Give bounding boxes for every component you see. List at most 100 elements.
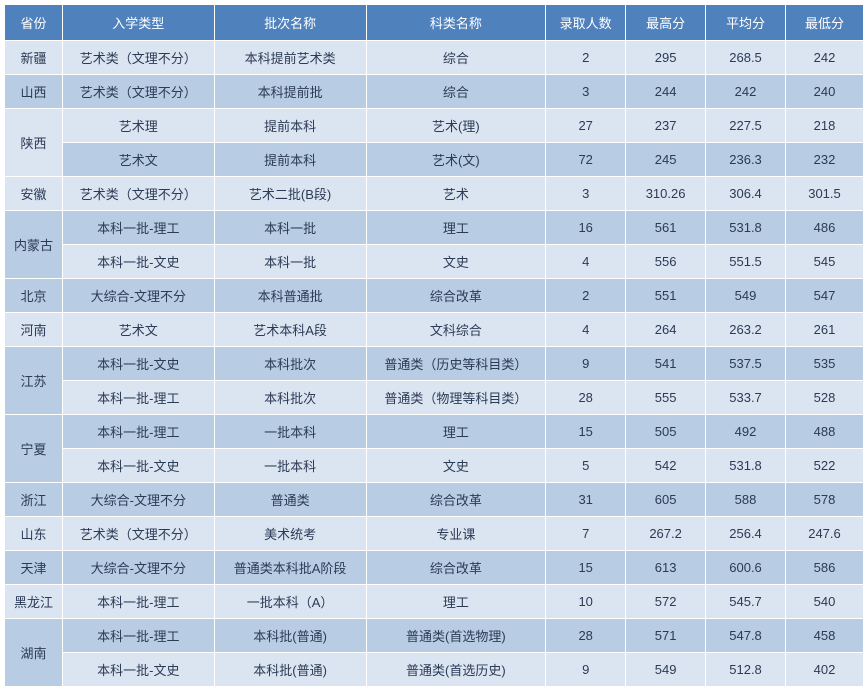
table-cell: 艺术类（文理不分） [62, 177, 214, 211]
table-cell: 556 [626, 245, 706, 279]
table-cell: 艺术二批(B段) [214, 177, 366, 211]
table-cell: 486 [785, 211, 863, 245]
province-cell: 江苏 [5, 347, 63, 415]
table-cell: 600.6 [706, 551, 786, 585]
table-row: 湖南本科一批-理工本科批(普通)普通类(首选物理)28571547.8458 [5, 619, 864, 653]
table-cell: 537.5 [706, 347, 786, 381]
table-cell: 531.8 [706, 211, 786, 245]
table-cell: 普通类本科批A阶段 [214, 551, 366, 585]
table-cell: 本科提前艺术类 [214, 41, 366, 75]
table-cell: 本科一批-理工 [62, 381, 214, 415]
table-cell: 578 [785, 483, 863, 517]
table-cell: 文史 [366, 245, 546, 279]
table-cell: 488 [785, 415, 863, 449]
table-cell: 美术统考 [214, 517, 366, 551]
table-cell: 555 [626, 381, 706, 415]
table-cell: 本科批次 [214, 347, 366, 381]
table-cell: 541 [626, 347, 706, 381]
table-cell: 本科一批 [214, 245, 366, 279]
table-cell: 28 [546, 381, 626, 415]
table-cell: 一批本科（A） [214, 585, 366, 619]
table-row: 本科一批-文史本科批(普通)普通类(首选历史)9549512.8402 [5, 653, 864, 687]
table-cell: 本科一批-文史 [62, 449, 214, 483]
col-header: 录取人数 [546, 5, 626, 41]
table-cell: 227.5 [706, 109, 786, 143]
table-cell: 艺术文 [62, 313, 214, 347]
table-cell: 533.7 [706, 381, 786, 415]
table-row: 山东艺术类（文理不分）美术统考专业课7267.2256.4247.6 [5, 517, 864, 551]
table-cell: 547 [785, 279, 863, 313]
table-cell: 提前本科 [214, 109, 366, 143]
table-cell: 244 [626, 75, 706, 109]
table-row: 本科一批-理工本科批次普通类（物理等科目类）28555533.7528 [5, 381, 864, 415]
table-row: 天津大综合-文理不分普通类本科批A阶段综合改革15613600.6586 [5, 551, 864, 585]
table-cell: 542 [626, 449, 706, 483]
table-cell: 7 [546, 517, 626, 551]
table-cell: 540 [785, 585, 863, 619]
table-cell: 艺术(理) [366, 109, 546, 143]
table-row: 本科一批-文史本科一批文史4556551.5545 [5, 245, 864, 279]
table-cell: 549 [626, 653, 706, 687]
table-cell: 4 [546, 313, 626, 347]
table-cell: 549 [706, 279, 786, 313]
table-cell: 268.5 [706, 41, 786, 75]
province-cell: 内蒙古 [5, 211, 63, 279]
table-cell: 普通类(首选物理) [366, 619, 546, 653]
col-header: 平均分 [706, 5, 786, 41]
table-cell: 531.8 [706, 449, 786, 483]
table-cell: 专业课 [366, 517, 546, 551]
table-row: 安徽艺术类（文理不分）艺术二批(B段)艺术3310.26306.4301.5 [5, 177, 864, 211]
table-cell: 5 [546, 449, 626, 483]
table-cell: 本科批次 [214, 381, 366, 415]
province-cell: 河南 [5, 313, 63, 347]
col-header: 科类名称 [366, 5, 546, 41]
province-cell: 安徽 [5, 177, 63, 211]
table-cell: 261 [785, 313, 863, 347]
table-cell: 242 [785, 41, 863, 75]
table-row: 山西艺术类（文理不分）本科提前批综合3244242240 [5, 75, 864, 109]
table-cell: 256.4 [706, 517, 786, 551]
table-cell: 31 [546, 483, 626, 517]
table-cell: 大综合-文理不分 [62, 551, 214, 585]
col-header: 入学类型 [62, 5, 214, 41]
table-cell: 本科一批-理工 [62, 619, 214, 653]
table-cell: 大综合-文理不分 [62, 483, 214, 517]
table-cell: 普通类(首选历史) [366, 653, 546, 687]
table-cell: 458 [785, 619, 863, 653]
table-cell: 15 [546, 415, 626, 449]
table-cell: 505 [626, 415, 706, 449]
province-cell: 山东 [5, 517, 63, 551]
table-cell: 本科一批-文史 [62, 653, 214, 687]
table-cell: 545 [785, 245, 863, 279]
table-row: 新疆艺术类（文理不分）本科提前艺术类综合2295268.5242 [5, 41, 864, 75]
province-cell: 天津 [5, 551, 63, 585]
table-cell: 本科一批-理工 [62, 415, 214, 449]
table-cell: 大综合-文理不分 [62, 279, 214, 313]
table-cell: 本科一批-理工 [62, 585, 214, 619]
table-cell: 本科提前批 [214, 75, 366, 109]
table-row: 内蒙古本科一批-理工本科一批理工16561531.8486 [5, 211, 864, 245]
province-cell: 北京 [5, 279, 63, 313]
table-row: 河南艺术文艺术本科A段文科综合4264263.2261 [5, 313, 864, 347]
table-cell: 245 [626, 143, 706, 177]
province-cell: 新疆 [5, 41, 63, 75]
table-cell: 本科普通批 [214, 279, 366, 313]
table-cell: 295 [626, 41, 706, 75]
table-cell: 301.5 [785, 177, 863, 211]
table-cell: 522 [785, 449, 863, 483]
table-cell: 218 [785, 109, 863, 143]
table-cell: 提前本科 [214, 143, 366, 177]
table-cell: 571 [626, 619, 706, 653]
table-row: 江苏本科一批-文史本科批次普通类（历史等科目类）9541537.5535 [5, 347, 864, 381]
table-cell: 艺术类（文理不分） [62, 75, 214, 109]
table-cell: 263.2 [706, 313, 786, 347]
table-cell: 本科一批-文史 [62, 245, 214, 279]
table-cell: 9 [546, 653, 626, 687]
table-cell: 242 [706, 75, 786, 109]
table-cell: 艺术类（文理不分） [62, 41, 214, 75]
table-cell: 理工 [366, 585, 546, 619]
table-cell: 264 [626, 313, 706, 347]
table-cell: 本科一批-理工 [62, 211, 214, 245]
table-cell: 本科批(普通) [214, 653, 366, 687]
table-cell: 613 [626, 551, 706, 585]
